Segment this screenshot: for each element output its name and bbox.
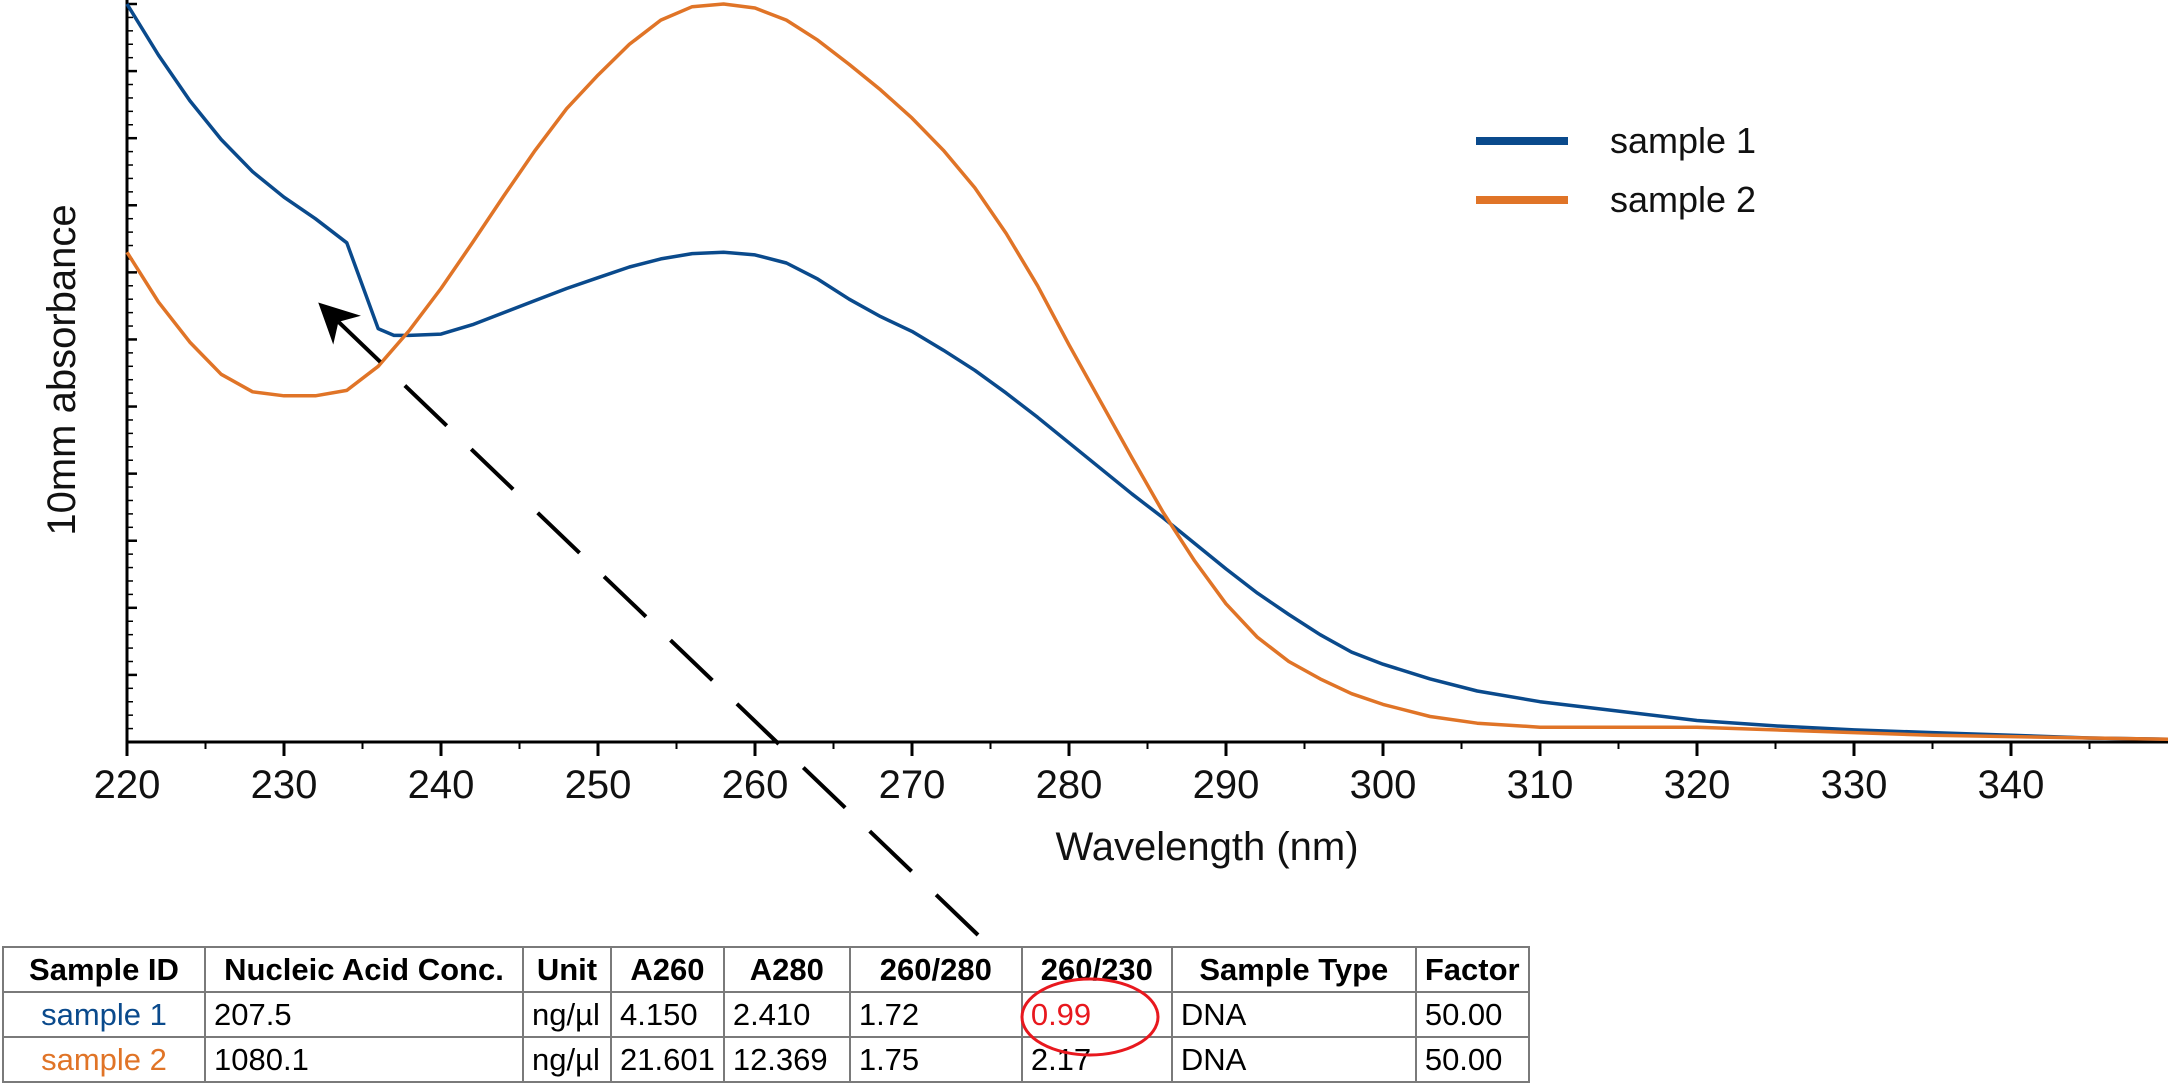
x-tick-label: 240 [408, 763, 475, 807]
conc-cell: 1080.1 [204, 1036, 524, 1083]
x-tick-label: 220 [94, 763, 161, 807]
sample-id-cell: sample 1 [2, 991, 206, 1038]
results-table: Sample ID Nucleic Acid Conc. Unit A260 A… [2, 946, 1530, 1083]
x-axis-title: Wavelength (nm) [1055, 825, 1358, 869]
header-unit: Unit [522, 946, 612, 993]
table-row: sample 1 207.5 ng/µl 4.150 2.410 1.72 0.… [2, 991, 1530, 1038]
unit-cell: ng/µl [522, 1036, 612, 1083]
x-tick-label: 250 [565, 763, 632, 807]
header-sample-type: Sample Type [1170, 946, 1417, 993]
a260-cell: 21.601 [610, 1036, 725, 1083]
header-factor: Factor [1414, 946, 1530, 993]
a280-cell: 2.410 [722, 991, 851, 1038]
x-ticks [125, 742, 2091, 756]
header-a280: A280 [722, 946, 851, 993]
a260-cell: 4.150 [610, 991, 725, 1038]
series-line-1 [125, 3, 2168, 742]
ratio-260-230-cell-highlighted: 0.99 [1020, 991, 1173, 1038]
legend-label-sample-1: sample 1 [1610, 120, 1756, 161]
annotation-dashed-arrow [318, 302, 980, 937]
x-tick-label: 330 [1821, 763, 1888, 807]
legend: sample 1 sample 2 [1476, 120, 1756, 220]
x-tick-label: 280 [1036, 763, 1103, 807]
series-lines [125, 2, 2168, 742]
conc-cell: 207.5 [204, 991, 524, 1038]
x-tick-label: 340 [1978, 763, 2045, 807]
header-260-280: 260/280 [848, 946, 1023, 993]
x-tick-label: 300 [1350, 763, 1417, 807]
x-tick-label: 310 [1507, 763, 1574, 807]
axes [125, 0, 2168, 744]
unit-cell: ng/µl [522, 991, 612, 1038]
legend-label-sample-2: sample 2 [1610, 179, 1756, 220]
x-tick-label: 290 [1193, 763, 1260, 807]
ratio-260-280-cell: 1.72 [848, 991, 1023, 1038]
x-tick-label: 230 [251, 763, 318, 807]
absorbance-chart: 220 230 240 250 260 270 280 290 300 310 320 330 340 … [40, 0, 2168, 937]
a280-cell: 12.369 [722, 1036, 851, 1083]
series-line-2 [125, 2, 2168, 742]
x-tick-label: 260 [722, 763, 789, 807]
sample-type-cell: DNA [1170, 991, 1417, 1038]
ratio-260-230-cell: 2.17 [1020, 1036, 1173, 1083]
table-row: sample 2 1080.1 ng/µl 21.601 12.369 1.75… [2, 1036, 1530, 1083]
header-260-230: 260/230 [1020, 946, 1173, 993]
ratio-260-280-cell: 1.75 [848, 1036, 1023, 1083]
x-tick-label: 320 [1664, 763, 1731, 807]
sample-id-cell: sample 2 [2, 1036, 206, 1083]
factor-cell: 50.00 [1414, 1036, 1530, 1083]
header-conc: Nucleic Acid Conc. [204, 946, 524, 993]
sample-type-cell: DNA [1170, 1036, 1417, 1083]
factor-cell: 50.00 [1414, 991, 1530, 1038]
table-header-row: Sample ID Nucleic Acid Conc. Unit A260 A… [2, 946, 1530, 993]
header-a260: A260 [610, 946, 725, 993]
x-tick-label: 270 [879, 763, 946, 807]
header-sample-id: Sample ID [2, 946, 206, 993]
x-tick-labels: 220 230 240 250 260 270 280 290 300 310 320 330 340 [94, 763, 2045, 807]
y-axis-title: 10mm absorbance [40, 204, 84, 535]
